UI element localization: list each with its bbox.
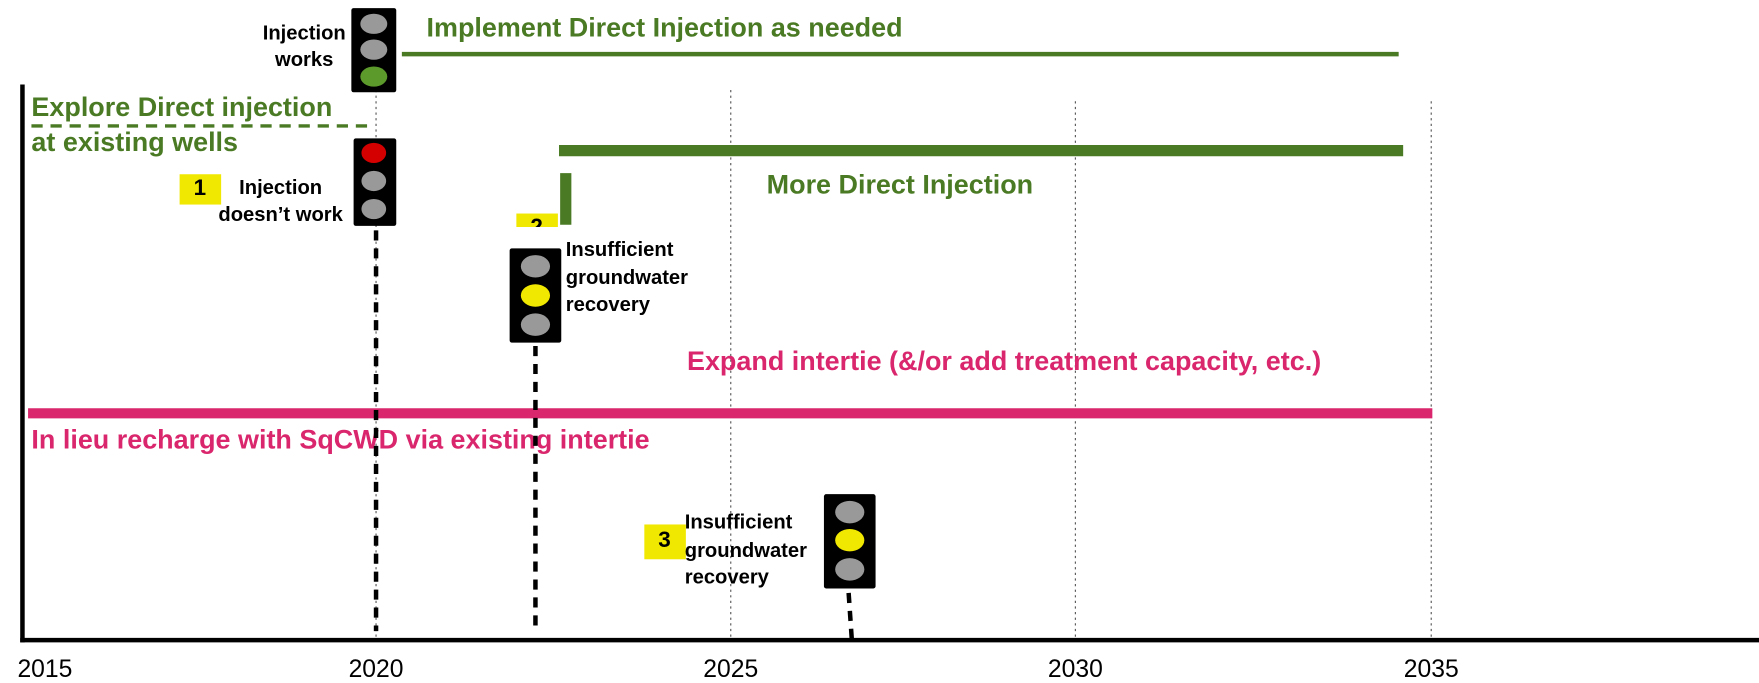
tick-label: 2035: [1404, 656, 1459, 683]
number-box: [179, 174, 222, 205]
traffic-light: [509, 248, 562, 343]
decision-label: Insufficient: [566, 239, 674, 261]
number-box: [644, 524, 686, 560]
track-label: Explore Direct injection: [31, 92, 332, 122]
decision-label: Insufficient: [685, 512, 793, 534]
tick-label: 2030: [1048, 656, 1103, 683]
track-label: Expand intertie (&/or add treatment capa…: [687, 346, 1321, 376]
decision-label: groundwater: [685, 540, 807, 562]
decision-lines: [373, 230, 855, 643]
track-label: at existing wells: [31, 127, 238, 157]
track-label: In lieu recharge with SqCWD via existing…: [31, 425, 649, 455]
decision-label: Injection: [239, 177, 322, 199]
decision-number: 3: [658, 527, 670, 552]
tick-label: 2020: [349, 656, 404, 683]
number-box: [516, 213, 558, 228]
decision-label: doesn’t work: [218, 204, 343, 226]
decision-label: recovery: [566, 294, 651, 316]
decision-label: groundwater: [566, 267, 688, 289]
decision-number: 2: [530, 214, 542, 239]
track-label: More Direct Injection: [767, 170, 1033, 200]
decision-label: works: [274, 49, 333, 71]
tick-label: 2025: [703, 656, 758, 683]
traffic-light: [351, 8, 397, 93]
decision-label: recovery: [685, 567, 770, 589]
decision-label: Injection: [263, 22, 346, 44]
track-label: Implement Direct Injection as needed: [427, 13, 903, 43]
decision-number: 1: [194, 175, 206, 200]
traffic-light: [823, 494, 876, 589]
traffic-light: [353, 138, 397, 226]
tick-label: 2015: [17, 656, 72, 683]
